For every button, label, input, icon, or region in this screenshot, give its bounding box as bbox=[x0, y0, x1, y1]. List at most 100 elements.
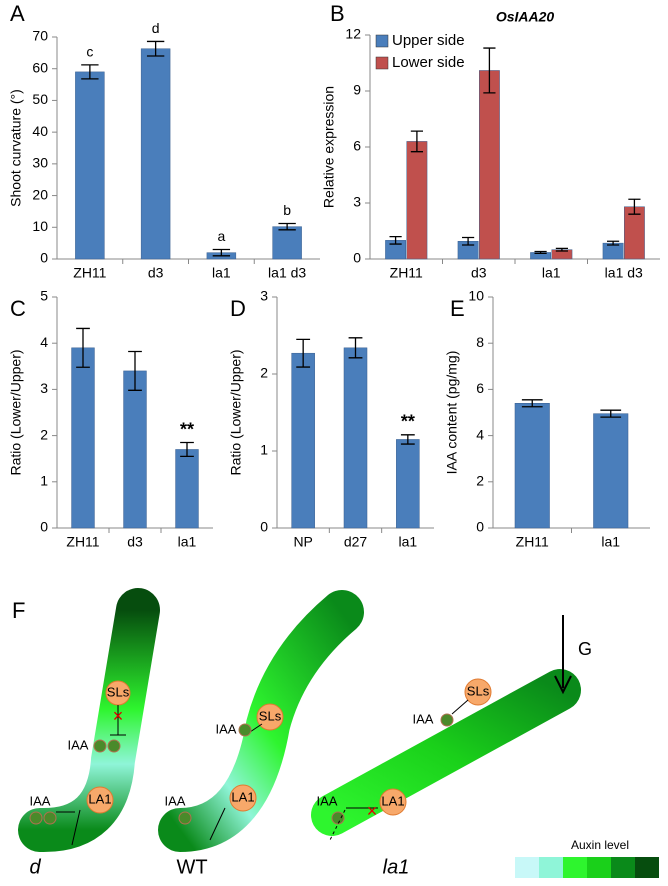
y-tick-label: 6 bbox=[353, 138, 361, 154]
gravity-label: G bbox=[578, 639, 592, 659]
y-tick-label: 6 bbox=[476, 380, 484, 396]
y-tick-label: 70 bbox=[32, 28, 48, 44]
error-bar bbox=[212, 248, 231, 257]
node-label: IAA bbox=[165, 793, 186, 808]
bar bbox=[272, 226, 302, 260]
panel-label: A bbox=[10, 1, 25, 26]
bar bbox=[514, 403, 550, 529]
error-bar bbox=[483, 47, 496, 94]
error-bar bbox=[348, 337, 363, 359]
x-tick-label: NP bbox=[293, 534, 312, 550]
y-axis-label: Shoot curvature (°) bbox=[8, 89, 24, 207]
y-tick-label: 0 bbox=[260, 519, 268, 535]
error-bar bbox=[521, 399, 543, 408]
y-axis-label: Ratio (Lower/Upper) bbox=[228, 349, 244, 475]
error-bar bbox=[607, 240, 620, 246]
error-bar bbox=[400, 434, 415, 445]
panel-caption: WT bbox=[176, 856, 207, 878]
y-tick-label: 9 bbox=[353, 82, 361, 98]
y-tick-label: 0 bbox=[40, 250, 48, 266]
node-label: IAA bbox=[317, 793, 338, 808]
x-tick-label: d3 bbox=[127, 534, 143, 550]
x-tick-label: la1 d3 bbox=[605, 265, 643, 281]
node-label: LA1 bbox=[381, 793, 404, 808]
annotation: d bbox=[152, 20, 160, 36]
bar bbox=[396, 439, 420, 529]
error-bar bbox=[180, 441, 194, 458]
node-label: IAA bbox=[30, 793, 51, 808]
x-tick-label: la1 bbox=[212, 265, 231, 281]
x-tick-label: la1 bbox=[178, 534, 197, 550]
y-tick-label: 8 bbox=[476, 334, 484, 350]
y-tick-label: 5 bbox=[40, 288, 48, 304]
x-tick-label: la1 bbox=[398, 534, 417, 550]
panel-label: C bbox=[10, 296, 26, 321]
x-tick-label: ZH11 bbox=[66, 534, 99, 550]
y-tick-label: 0 bbox=[353, 250, 361, 266]
y-tick-label: 1 bbox=[260, 442, 268, 458]
legend-swatch bbox=[375, 56, 389, 70]
bar bbox=[123, 370, 147, 529]
node-label: SLs bbox=[259, 708, 282, 723]
y-tick-label: 1 bbox=[40, 473, 48, 489]
error-bar bbox=[146, 40, 165, 57]
y-tick-label: 50 bbox=[32, 91, 48, 107]
bar bbox=[343, 347, 368, 529]
x-tick-label: la1 bbox=[542, 265, 561, 281]
bar bbox=[593, 413, 629, 529]
x-tick-label: d3 bbox=[148, 265, 164, 281]
y-tick-label: 10 bbox=[468, 288, 484, 304]
error-bar bbox=[555, 247, 568, 252]
y-tick-label: 0 bbox=[40, 519, 48, 535]
annotation: ** bbox=[401, 412, 415, 432]
chart-title: OsIAA20 bbox=[496, 9, 555, 25]
node-label: LA1 bbox=[231, 789, 254, 804]
y-axis-label: IAA content (pg/mg) bbox=[444, 351, 460, 475]
y-axis-label: Relative expression bbox=[321, 86, 337, 208]
y-tick-label: 2 bbox=[40, 426, 48, 442]
y-tick-label: 30 bbox=[32, 155, 48, 171]
annotation: ** bbox=[180, 419, 194, 439]
panel-label: B bbox=[330, 1, 345, 26]
bar bbox=[479, 70, 500, 260]
y-tick-label: 2 bbox=[476, 473, 484, 489]
node-label: SLs bbox=[107, 684, 130, 699]
panel-caption: d bbox=[29, 856, 41, 878]
x-tick-label: ZH11 bbox=[516, 534, 549, 550]
error-bar bbox=[76, 327, 90, 368]
svg-text:×: × bbox=[367, 801, 378, 821]
x-tick-label: ZH11 bbox=[73, 265, 106, 281]
annotation: b bbox=[283, 202, 291, 218]
y-tick-label: 12 bbox=[345, 26, 361, 42]
legend-title: Auxin level bbox=[571, 838, 629, 852]
bar bbox=[406, 141, 428, 260]
node-label: IAA bbox=[413, 711, 434, 726]
node-label: IAA bbox=[68, 737, 89, 752]
error-bar bbox=[410, 130, 423, 153]
x-tick-label: la1 bbox=[601, 534, 620, 550]
x-tick-label: la1 d3 bbox=[268, 265, 306, 281]
leaf-wt bbox=[158, 590, 364, 852]
auxin-legend: Auxin level bbox=[515, 838, 659, 878]
legend-label: Lower side bbox=[392, 54, 465, 71]
panel-caption: la1 bbox=[383, 856, 410, 878]
annotation: c bbox=[86, 44, 93, 60]
legend-swatch bbox=[375, 34, 389, 48]
y-tick-label: 60 bbox=[32, 59, 48, 75]
y-tick-label: 2 bbox=[260, 365, 268, 381]
bar bbox=[140, 48, 171, 260]
panel-label: D bbox=[230, 296, 246, 321]
error-bar bbox=[462, 236, 475, 246]
y-tick-label: 3 bbox=[353, 194, 361, 210]
bar bbox=[291, 352, 315, 529]
bar bbox=[75, 71, 105, 260]
bar bbox=[175, 449, 199, 529]
node-label: LA1 bbox=[88, 791, 111, 806]
node-label: IAA bbox=[216, 721, 237, 736]
svg-text:×: × bbox=[113, 706, 124, 726]
error-bar bbox=[600, 409, 622, 418]
annotation: a bbox=[217, 228, 225, 244]
y-axis-label: Ratio (Lower/Upper) bbox=[8, 349, 24, 475]
leaf-d: × bbox=[18, 588, 160, 853]
error-bar bbox=[628, 198, 641, 215]
